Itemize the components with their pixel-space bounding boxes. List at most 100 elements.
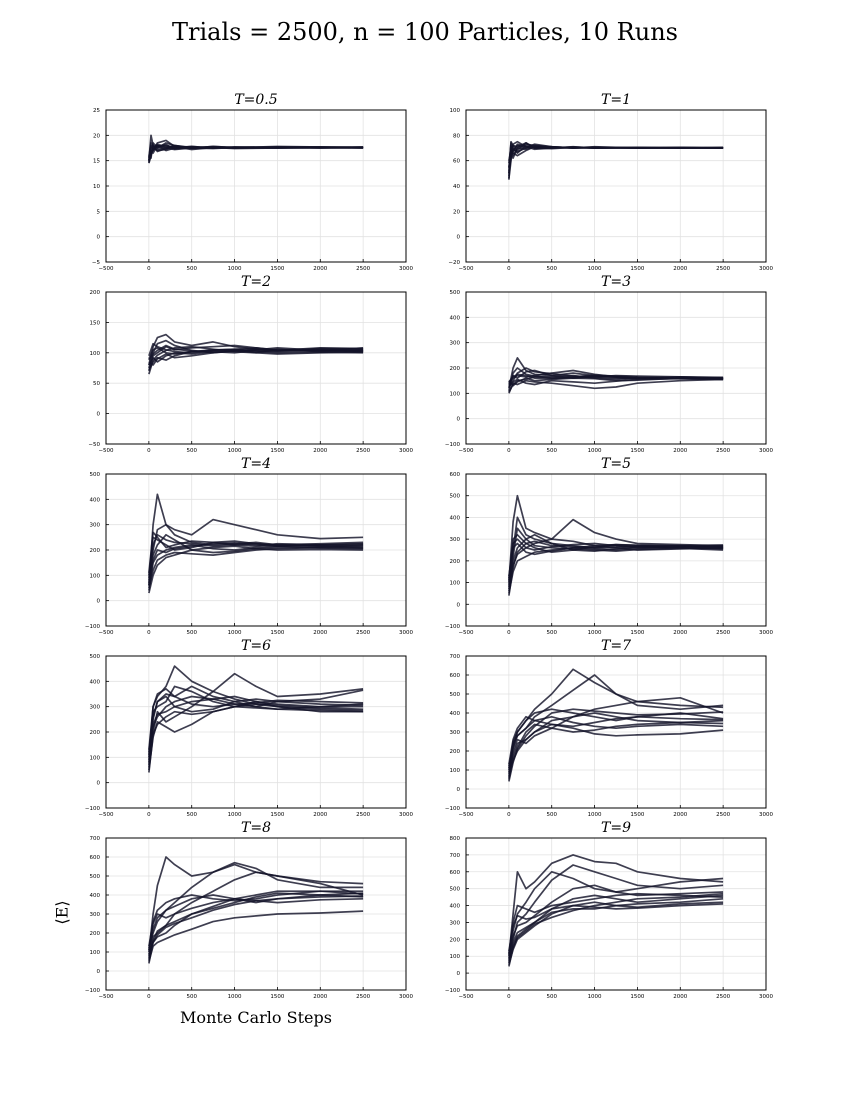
- y-tick-label: 200: [90, 931, 101, 937]
- series-line-run-6: [148, 546, 364, 589]
- series-line-run-10: [508, 540, 724, 596]
- series-line-run-8: [148, 545, 364, 594]
- y-tick-label: 300: [450, 730, 461, 736]
- subplot-title: T=4: [241, 456, 271, 472]
- x-tick-label: 2500: [716, 994, 730, 1000]
- x-tick-label: 1500: [630, 994, 644, 1000]
- y-tick-label: 300: [90, 705, 101, 711]
- x-tick-label: 500: [186, 812, 197, 818]
- figure-title: Trials = 2500, n = 100 Particles, 10 Run…: [172, 18, 678, 46]
- x-tick-label: 3000: [399, 812, 413, 818]
- x-tick-label: 0: [507, 630, 511, 636]
- y-tick-label: 500: [90, 874, 101, 880]
- x-tick-label: 1500: [270, 630, 284, 636]
- series-line-run-2: [148, 861, 364, 956]
- subplot-title: T=8: [241, 820, 271, 836]
- subplot-title: T=5: [601, 456, 631, 472]
- series-line-run-3: [508, 864, 724, 964]
- series-line-run-2: [148, 685, 364, 763]
- x-tick-label: 2500: [356, 994, 370, 1000]
- series-line-run-10: [508, 143, 724, 174]
- x-tick-label: −500: [98, 630, 114, 636]
- x-tick-label: 1500: [270, 266, 284, 272]
- x-tick-label: 3000: [759, 448, 773, 454]
- x-tick-label: 2500: [716, 630, 730, 636]
- x-tick-label: 500: [186, 448, 197, 454]
- y-tick-label: 500: [450, 494, 461, 500]
- series-line-run-3: [508, 696, 724, 778]
- y-tick-label: 400: [90, 497, 101, 503]
- series-line-run-7: [508, 377, 724, 388]
- series-line-run-10: [508, 892, 724, 967]
- plot-frame: [465, 837, 767, 991]
- y-tick-label: 200: [90, 730, 101, 736]
- y-tick-label: 0: [97, 599, 101, 605]
- series-line-run-8: [148, 695, 364, 765]
- y-tick-label: −50: [88, 442, 100, 448]
- y-tick-label: 200: [90, 290, 101, 296]
- series-line-run-10: [148, 344, 364, 361]
- y-tick-label: 100: [90, 351, 101, 357]
- x-tick-label: 2000: [313, 994, 327, 1000]
- y-tick-label: 500: [90, 654, 101, 660]
- series-line-run-6: [148, 910, 364, 962]
- series-line-run-4: [148, 685, 364, 753]
- y-tick-label: −20: [448, 260, 460, 266]
- y-tick-label: 0: [97, 969, 101, 975]
- x-tick-label: −500: [458, 266, 474, 272]
- y-tick-label: 0: [457, 787, 461, 793]
- x-tick-label: 2500: [356, 630, 370, 636]
- x-tick-label: 0: [507, 448, 511, 454]
- x-tick-label: −500: [98, 994, 114, 1000]
- y-tick-label: 15: [93, 159, 100, 165]
- series-line-run-7: [148, 533, 364, 579]
- x-tick-label: 2500: [716, 448, 730, 454]
- subplot-title: T=1: [601, 92, 631, 108]
- x-tick-label: 500: [546, 812, 557, 818]
- y-tick-label: 400: [450, 904, 461, 910]
- y-tick-label: 700: [450, 654, 461, 660]
- x-tick-label: −500: [98, 812, 114, 818]
- y-tick-label: 300: [450, 537, 461, 543]
- x-tick-label: 3000: [759, 994, 773, 1000]
- series-line-run-10: [148, 895, 364, 964]
- series-line-run-7: [508, 715, 724, 769]
- y-tick-label: 0: [97, 235, 101, 241]
- series-line-run-8: [148, 892, 364, 958]
- y-tick-label: 600: [90, 855, 101, 861]
- y-tick-label: 300: [450, 920, 461, 926]
- x-tick-label: 1000: [228, 266, 242, 272]
- subplot-4: −500 0 500 1000 1500 2000 2500 3000 −100 0 100 200 3…: [445, 274, 774, 454]
- x-tick-label: 1000: [588, 994, 602, 1000]
- plot-frame: [465, 473, 767, 627]
- subplot-3: −500 0 500 1000 1500 2000 2500 3000−50050100150…: [88, 274, 413, 454]
- x-tick-label: 2500: [356, 266, 370, 272]
- x-tick-label: 2000: [313, 630, 327, 636]
- x-tick-label: −500: [98, 266, 114, 272]
- series-line-run-7: [148, 897, 364, 951]
- series-line-run-8: [508, 527, 724, 590]
- x-tick-label: 2000: [313, 448, 327, 454]
- series-line-run-9: [148, 890, 364, 947]
- series-line-run-10: [508, 708, 724, 782]
- y-tick-label: 100: [450, 954, 461, 960]
- series-line-run-9: [148, 688, 364, 750]
- y-tick-label: 0: [97, 412, 101, 418]
- subplot-10: −500 0 500 1000 1500 2000 2500 3000 −100 0 100 200 3…: [445, 820, 774, 1000]
- y-tick-label: 200: [450, 749, 461, 755]
- y-tick-label: 100: [450, 108, 461, 114]
- x-tick-label: 500: [546, 994, 557, 1000]
- x-tick-label: 2000: [673, 812, 687, 818]
- series-line-run-3: [148, 349, 364, 366]
- series-line-run-10: [148, 143, 364, 163]
- y-tick-label: −100: [445, 624, 461, 630]
- y-tick-label: 200: [450, 937, 461, 943]
- series-line-run-4: [508, 708, 724, 767]
- y-tick-label: 5: [97, 209, 101, 215]
- y-tick-label: −100: [445, 442, 461, 448]
- subplot-title: T=3: [601, 274, 631, 290]
- y-tick-label: 20: [93, 133, 100, 139]
- series-line-run-3: [508, 378, 724, 394]
- y-tick-label: 150: [90, 320, 101, 326]
